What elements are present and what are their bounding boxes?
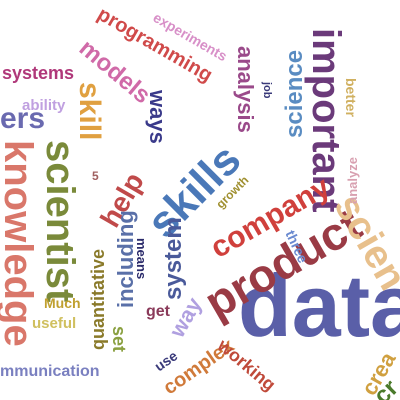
word-ability: ability (22, 97, 66, 114)
word-scientist: scientist (38, 140, 82, 303)
word-means: means (134, 238, 149, 280)
word-useful: useful (32, 315, 77, 332)
word-way: way (164, 292, 207, 342)
word-better: better (343, 78, 359, 117)
word-data: data (238, 256, 400, 355)
word-much: Much (44, 295, 81, 311)
word-analyze: analyze (345, 157, 360, 204)
word-job: job (261, 82, 273, 99)
word-analysis: analysis (233, 46, 258, 133)
word-system: system (160, 217, 187, 300)
word-systems: systems (2, 63, 75, 83)
word-ways: ways (145, 90, 170, 144)
word-ers: ers (0, 102, 46, 135)
word-set: set (109, 326, 129, 353)
word-get: get (146, 303, 170, 320)
word-science: science (281, 49, 308, 138)
word-skill: skill (73, 82, 106, 141)
word-communication: mmunication (0, 363, 100, 380)
word-five: 5 (92, 169, 99, 183)
word-quantitative: quantitative (88, 248, 108, 350)
